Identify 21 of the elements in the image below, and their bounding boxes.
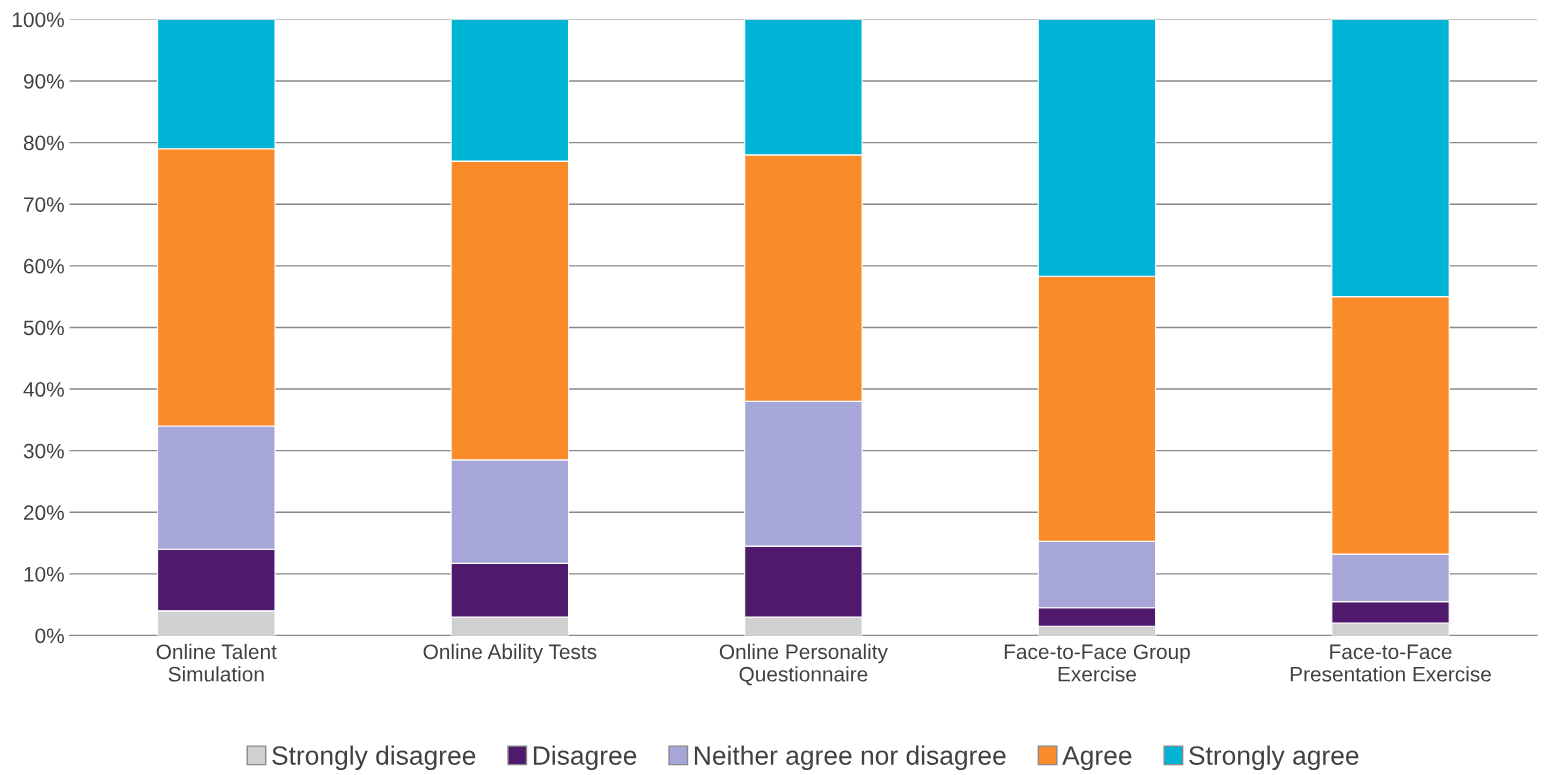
y-tick-label: 90% [23,73,64,89]
y-tick-label: 80% [23,135,64,151]
y-tick-label: 70% [24,197,64,212]
legend-label: Strongly agree [1189,745,1359,771]
x-tick-label: Online Personality Questionnaire [719,643,888,686]
y-tick-label: 20% [24,505,64,521]
y-tick-label: 10% [24,566,64,582]
x-tick-label: Face-to-Face Presentation Exercise [1290,644,1491,682]
x-tick-label: Online Ability Tests [423,643,597,664]
y-tick-label: 60% [24,258,64,274]
legend-label: Strongly disagree [272,745,476,771]
legend-label: Agree [1062,746,1132,771]
x-tick-label: Face-to-Face Group Exercise [1004,644,1190,682]
legend-label: Disagree [533,745,637,771]
y-tick-label: 40% [23,382,64,397]
y-tick-label: 0% [35,628,64,644]
y-tick-label: 50% [23,320,64,336]
x-tick-label: Online Talent Simulation [156,643,277,682]
y-tick-label: 100% [12,12,64,28]
legend-label: Neither agree nor disagree [694,745,1006,771]
y-tick-label: 30% [23,443,64,459]
